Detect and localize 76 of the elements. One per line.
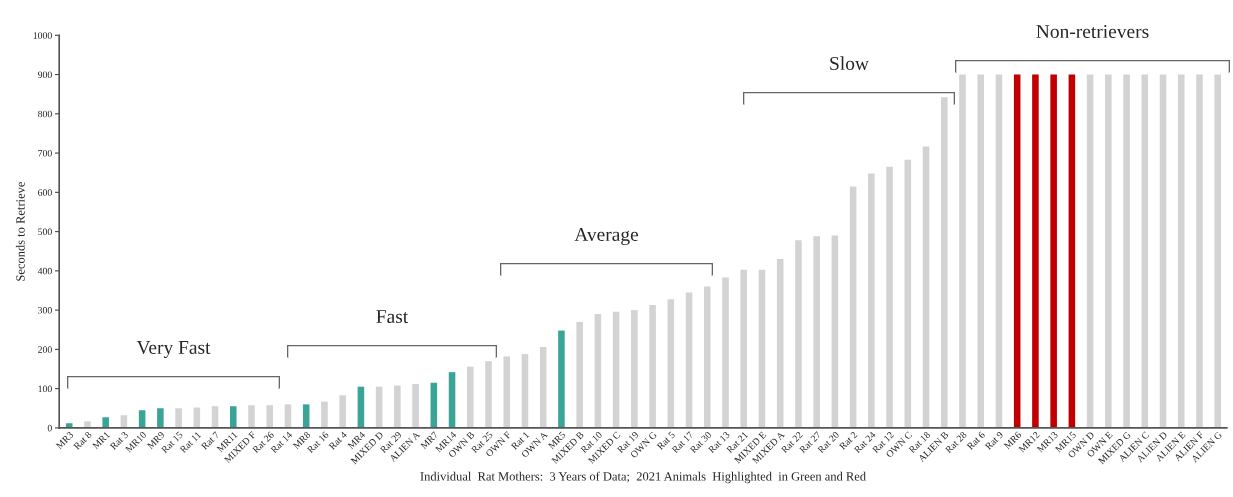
bar (940, 97, 948, 428)
bar (612, 311, 620, 428)
y-tick-label: 400 (37, 267, 52, 275)
bar (868, 173, 875, 428)
bar (758, 269, 766, 428)
y-tick-label: 300 (38, 307, 52, 314)
bar (157, 408, 164, 428)
x-tick-label: Rat 8 (73, 431, 93, 451)
bar (339, 395, 346, 428)
bar (886, 166, 893, 428)
bar (230, 406, 237, 428)
bar (503, 356, 511, 428)
bar (448, 372, 456, 428)
bar (485, 361, 492, 428)
y-tick-label: 1000 (33, 32, 52, 39)
x-tick-label: Rat 6 (966, 431, 986, 451)
y-tick-label: 0 (47, 424, 52, 432)
bar (175, 408, 182, 428)
bar (959, 74, 966, 428)
annotation: Very Fast (136, 341, 211, 358)
bar (1086, 74, 1094, 428)
bar (412, 383, 419, 428)
bar (1105, 74, 1112, 428)
bar (1013, 74, 1021, 428)
bar (904, 159, 912, 428)
bar (667, 299, 675, 428)
bar (995, 74, 1003, 428)
bar (266, 405, 274, 428)
bar (1159, 74, 1167, 428)
y-tick-label: 100 (38, 385, 52, 393)
bar (1141, 74, 1149, 428)
y-tick-label: 200 (38, 346, 52, 353)
bar (776, 259, 784, 428)
bar (813, 236, 820, 428)
annotation: Slow (830, 56, 869, 71)
bar (539, 347, 547, 428)
bar (977, 74, 985, 428)
bar (102, 417, 109, 428)
annotation: Fast (376, 310, 409, 324)
annotation: Average (574, 227, 639, 245)
y-tick-label: 900 (37, 71, 52, 79)
x-tick-label: Rat 4 (328, 431, 348, 451)
y-tick-label: 800 (38, 110, 52, 118)
bar (558, 330, 565, 428)
bar (631, 310, 638, 428)
bar (467, 366, 474, 428)
bar (394, 385, 401, 428)
bar (576, 321, 583, 428)
x-axis-title: Individual Rat Mothers: 3 Years of Data; 2021 Animals Highlighted in Green and Red (420, 471, 866, 484)
bar (1068, 74, 1076, 428)
bar (831, 235, 839, 428)
bar (248, 405, 255, 428)
bar (1050, 74, 1057, 428)
bar (594, 314, 602, 428)
y-axis-title: Seconds to Retrieve (15, 182, 25, 281)
bar (1214, 74, 1221, 428)
bar (521, 354, 529, 428)
bar (740, 269, 748, 428)
x-tick-label: Rat 9 (984, 431, 1004, 451)
y-tick-label: 700 (38, 149, 52, 157)
bar (849, 186, 857, 428)
y-tick-label: 500 (38, 228, 52, 236)
bar (685, 292, 693, 428)
y-tick-label: 600 (38, 189, 52, 196)
annotation: Non-retrievers (1036, 24, 1149, 39)
bar (1177, 74, 1185, 428)
bar (649, 305, 656, 428)
bar (321, 401, 328, 428)
bar (922, 146, 930, 428)
bar (1196, 74, 1203, 428)
bar (1123, 74, 1130, 428)
bar (84, 421, 91, 428)
bar (1032, 74, 1039, 428)
bar (703, 286, 711, 428)
bar (722, 277, 729, 428)
bar (795, 240, 802, 428)
